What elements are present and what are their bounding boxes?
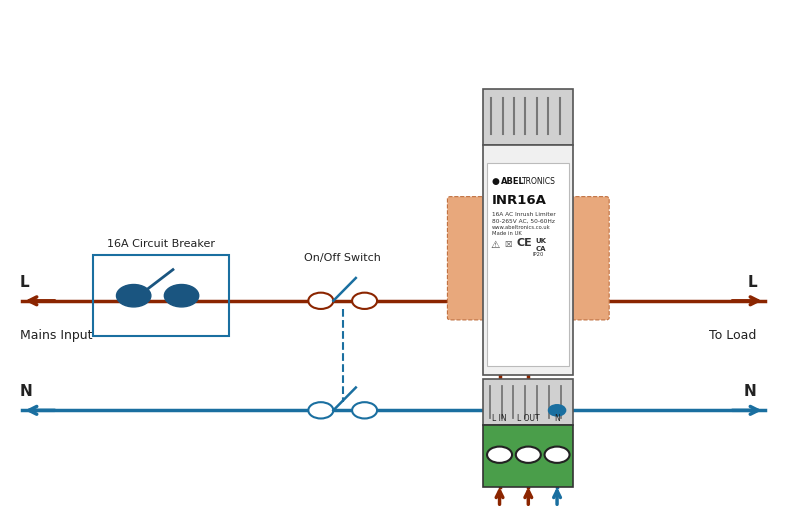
- Text: N: N: [745, 384, 757, 399]
- Circle shape: [352, 402, 377, 419]
- Circle shape: [352, 293, 377, 309]
- Text: 80-265V AC, 50-60Hz: 80-265V AC, 50-60Hz: [492, 219, 555, 224]
- Text: ☒: ☒: [504, 241, 512, 249]
- Circle shape: [164, 284, 199, 307]
- Circle shape: [309, 402, 334, 419]
- Circle shape: [309, 293, 334, 309]
- Text: To Load: To Load: [710, 329, 757, 342]
- Text: TRONICS: TRONICS: [522, 177, 556, 186]
- Text: UK: UK: [536, 238, 547, 245]
- Text: CA: CA: [536, 246, 546, 252]
- Text: www.abeltronics.co.uk: www.abeltronics.co.uk: [492, 225, 551, 230]
- Text: INR16A: INR16A: [492, 194, 547, 207]
- Circle shape: [549, 405, 566, 416]
- Bar: [483, 145, 573, 375]
- Text: IP20: IP20: [533, 252, 544, 256]
- Text: L: L: [20, 274, 30, 289]
- Text: ●: ●: [492, 177, 500, 186]
- Text: 16A Circuit Breaker: 16A Circuit Breaker: [107, 239, 215, 249]
- Text: CE: CE: [517, 238, 533, 248]
- Text: L: L: [747, 274, 757, 289]
- Text: N: N: [554, 414, 560, 423]
- Text: Mains Input: Mains Input: [20, 329, 92, 342]
- Text: L OUT: L OUT: [517, 414, 540, 423]
- Circle shape: [515, 447, 541, 463]
- Text: ABEL: ABEL: [501, 177, 525, 186]
- Text: N: N: [20, 384, 33, 399]
- Circle shape: [487, 447, 512, 463]
- Bar: [483, 90, 573, 145]
- FancyBboxPatch shape: [448, 197, 488, 320]
- Text: L IN: L IN: [492, 414, 507, 423]
- Bar: [487, 163, 569, 366]
- Text: ⚠: ⚠: [490, 240, 500, 250]
- FancyBboxPatch shape: [568, 197, 609, 320]
- Text: On/Off Switch: On/Off Switch: [305, 252, 381, 263]
- Bar: [93, 255, 229, 336]
- Circle shape: [116, 284, 151, 307]
- Circle shape: [545, 447, 570, 463]
- Text: Made in UK: Made in UK: [492, 231, 522, 236]
- Text: 16A AC Inrush Limiter: 16A AC Inrush Limiter: [492, 212, 556, 217]
- Bar: [483, 425, 573, 487]
- Bar: [483, 380, 573, 425]
